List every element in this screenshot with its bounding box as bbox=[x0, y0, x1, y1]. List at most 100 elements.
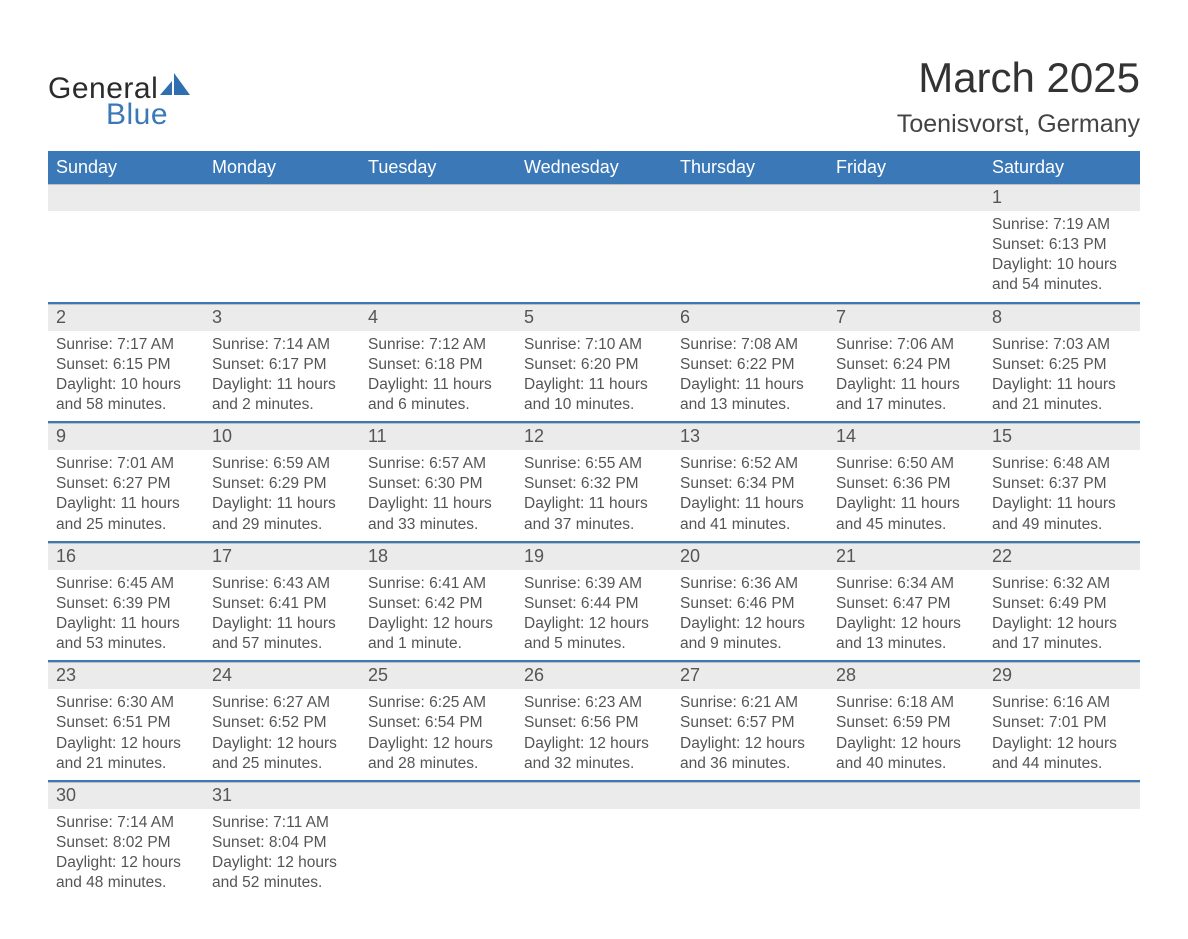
day-line: Daylight: 10 hours bbox=[56, 375, 196, 395]
week-row: 2Sunrise: 7:17 AMSunset: 6:15 PMDaylight… bbox=[48, 302, 1140, 422]
day-line: and 9 minutes. bbox=[680, 634, 820, 654]
day-line: Daylight: 12 hours bbox=[212, 853, 352, 873]
day-line: and 45 minutes. bbox=[836, 515, 976, 535]
day-line: Sunrise: 7:08 AM bbox=[680, 335, 820, 355]
day-line: and 52 minutes. bbox=[212, 873, 352, 893]
day-number bbox=[516, 184, 672, 211]
month-title: March 2025 bbox=[897, 54, 1140, 102]
day-line: and 13 minutes. bbox=[836, 634, 976, 654]
day-cell: 2Sunrise: 7:17 AMSunset: 6:15 PMDaylight… bbox=[48, 304, 204, 422]
day-cell bbox=[828, 184, 984, 302]
weekday-header: Sunday bbox=[48, 151, 204, 184]
day-line: Sunrise: 6:43 AM bbox=[212, 574, 352, 594]
day-line: Sunset: 6:47 PM bbox=[836, 594, 976, 614]
day-number: 17 bbox=[204, 543, 360, 570]
calendar: Sunday Monday Tuesday Wednesday Thursday… bbox=[48, 151, 1140, 899]
day-number: 11 bbox=[360, 423, 516, 450]
day-line: Sunset: 6:22 PM bbox=[680, 355, 820, 375]
day-line: Sunset: 6:25 PM bbox=[992, 355, 1132, 375]
day-cell: 26Sunrise: 6:23 AMSunset: 6:56 PMDayligh… bbox=[516, 662, 672, 780]
day-line: Sunset: 6:49 PM bbox=[992, 594, 1132, 614]
day-line: and 25 minutes. bbox=[56, 515, 196, 535]
day-body bbox=[360, 809, 516, 889]
day-number bbox=[672, 184, 828, 211]
day-body bbox=[204, 211, 360, 291]
day-cell: 6Sunrise: 7:08 AMSunset: 6:22 PMDaylight… bbox=[672, 304, 828, 422]
day-body: Sunrise: 6:34 AMSunset: 6:47 PMDaylight:… bbox=[828, 570, 984, 657]
day-cell bbox=[204, 184, 360, 302]
day-line: Sunset: 6:56 PM bbox=[524, 713, 664, 733]
day-line: Sunset: 6:46 PM bbox=[680, 594, 820, 614]
day-line: Sunset: 6:24 PM bbox=[836, 355, 976, 375]
day-line: Daylight: 11 hours bbox=[368, 494, 508, 514]
title-block: March 2025 Toenisvorst, Germany bbox=[897, 40, 1140, 139]
day-line: Sunset: 6:39 PM bbox=[56, 594, 196, 614]
day-line: Sunset: 6:52 PM bbox=[212, 713, 352, 733]
day-cell bbox=[516, 184, 672, 302]
day-line: Sunrise: 7:12 AM bbox=[368, 335, 508, 355]
day-cell: 31Sunrise: 7:11 AMSunset: 8:04 PMDayligh… bbox=[204, 782, 360, 900]
day-body: Sunrise: 6:18 AMSunset: 6:59 PMDaylight:… bbox=[828, 689, 984, 776]
day-cell: 28Sunrise: 6:18 AMSunset: 6:59 PMDayligh… bbox=[828, 662, 984, 780]
weekday-header-row: Sunday Monday Tuesday Wednesday Thursday… bbox=[48, 151, 1140, 184]
day-body: Sunrise: 6:39 AMSunset: 6:44 PMDaylight:… bbox=[516, 570, 672, 657]
day-line: Daylight: 11 hours bbox=[368, 375, 508, 395]
day-number: 16 bbox=[48, 543, 204, 570]
day-line: Daylight: 11 hours bbox=[992, 494, 1132, 514]
day-line: and 21 minutes. bbox=[56, 754, 196, 774]
day-number: 30 bbox=[48, 782, 204, 809]
day-line: and 25 minutes. bbox=[212, 754, 352, 774]
day-line: Sunset: 6:13 PM bbox=[992, 235, 1132, 255]
day-body: Sunrise: 6:30 AMSunset: 6:51 PMDaylight:… bbox=[48, 689, 204, 776]
day-line: and 6 minutes. bbox=[368, 395, 508, 415]
day-body bbox=[672, 809, 828, 889]
day-line: and 2 minutes. bbox=[212, 395, 352, 415]
day-line: and 28 minutes. bbox=[368, 754, 508, 774]
day-cell: 29Sunrise: 6:16 AMSunset: 7:01 PMDayligh… bbox=[984, 662, 1140, 780]
day-body: Sunrise: 6:52 AMSunset: 6:34 PMDaylight:… bbox=[672, 450, 828, 537]
day-number bbox=[984, 782, 1140, 809]
day-number bbox=[672, 782, 828, 809]
day-line: Sunrise: 7:14 AM bbox=[212, 335, 352, 355]
day-cell bbox=[984, 782, 1140, 900]
day-number bbox=[360, 782, 516, 809]
logo-word2: Blue bbox=[106, 98, 190, 132]
day-line: Daylight: 12 hours bbox=[836, 734, 976, 754]
day-line: and 21 minutes. bbox=[992, 395, 1132, 415]
day-number: 14 bbox=[828, 423, 984, 450]
day-line: Sunset: 6:27 PM bbox=[56, 474, 196, 494]
day-cell: 1Sunrise: 7:19 AMSunset: 6:13 PMDaylight… bbox=[984, 184, 1140, 302]
week-row: 16Sunrise: 6:45 AMSunset: 6:39 PMDayligh… bbox=[48, 541, 1140, 661]
day-cell: 10Sunrise: 6:59 AMSunset: 6:29 PMDayligh… bbox=[204, 423, 360, 541]
day-line: Daylight: 12 hours bbox=[992, 614, 1132, 634]
day-line: Daylight: 11 hours bbox=[836, 375, 976, 395]
day-number: 15 bbox=[984, 423, 1140, 450]
day-line: Sunset: 6:59 PM bbox=[836, 713, 976, 733]
day-cell bbox=[48, 184, 204, 302]
day-cell: 13Sunrise: 6:52 AMSunset: 6:34 PMDayligh… bbox=[672, 423, 828, 541]
day-line: Sunset: 6:29 PM bbox=[212, 474, 352, 494]
day-line: and 17 minutes. bbox=[992, 634, 1132, 654]
day-number bbox=[48, 184, 204, 211]
weeks-container: 1Sunrise: 7:19 AMSunset: 6:13 PMDaylight… bbox=[48, 184, 1140, 899]
day-body bbox=[828, 809, 984, 889]
weekday-header: Monday bbox=[204, 151, 360, 184]
day-line: Daylight: 11 hours bbox=[680, 375, 820, 395]
day-cell bbox=[360, 184, 516, 302]
day-line: Daylight: 10 hours bbox=[992, 255, 1132, 275]
day-body: Sunrise: 7:11 AMSunset: 8:04 PMDaylight:… bbox=[204, 809, 360, 896]
day-line: and 48 minutes. bbox=[56, 873, 196, 893]
day-number: 2 bbox=[48, 304, 204, 331]
weekday-header: Friday bbox=[828, 151, 984, 184]
day-body: Sunrise: 7:14 AMSunset: 6:17 PMDaylight:… bbox=[204, 331, 360, 418]
day-line: and 29 minutes. bbox=[212, 515, 352, 535]
day-line: Daylight: 11 hours bbox=[56, 614, 196, 634]
day-cell: 27Sunrise: 6:21 AMSunset: 6:57 PMDayligh… bbox=[672, 662, 828, 780]
day-number bbox=[204, 184, 360, 211]
day-body: Sunrise: 7:01 AMSunset: 6:27 PMDaylight:… bbox=[48, 450, 204, 537]
day-line: and 10 minutes. bbox=[524, 395, 664, 415]
day-body bbox=[516, 809, 672, 889]
day-line: Sunset: 6:36 PM bbox=[836, 474, 976, 494]
day-number: 12 bbox=[516, 423, 672, 450]
day-line: Daylight: 11 hours bbox=[212, 494, 352, 514]
